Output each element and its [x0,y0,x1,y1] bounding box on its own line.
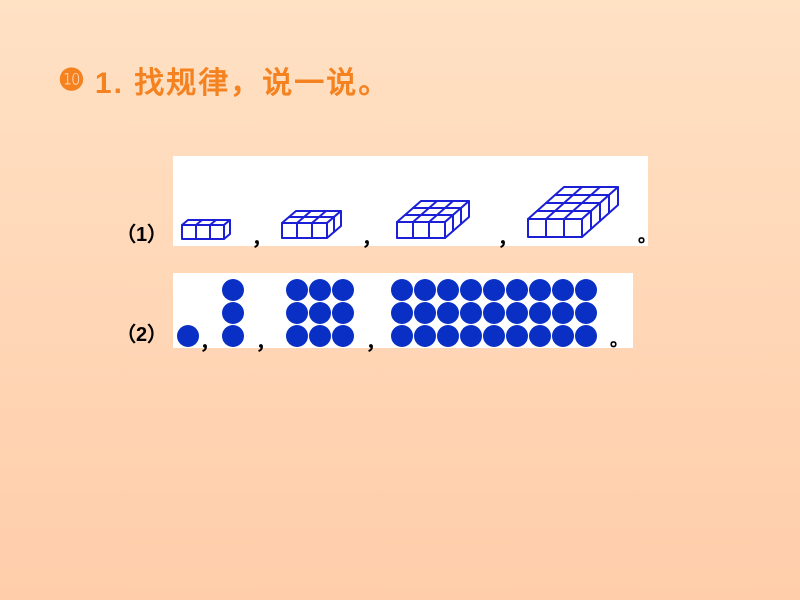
comma: ， [366,326,386,355]
period: 。 [610,326,628,352]
row2-dots-svg [0,0,800,600]
comma: ， [256,326,276,355]
comma: ， [200,326,220,355]
